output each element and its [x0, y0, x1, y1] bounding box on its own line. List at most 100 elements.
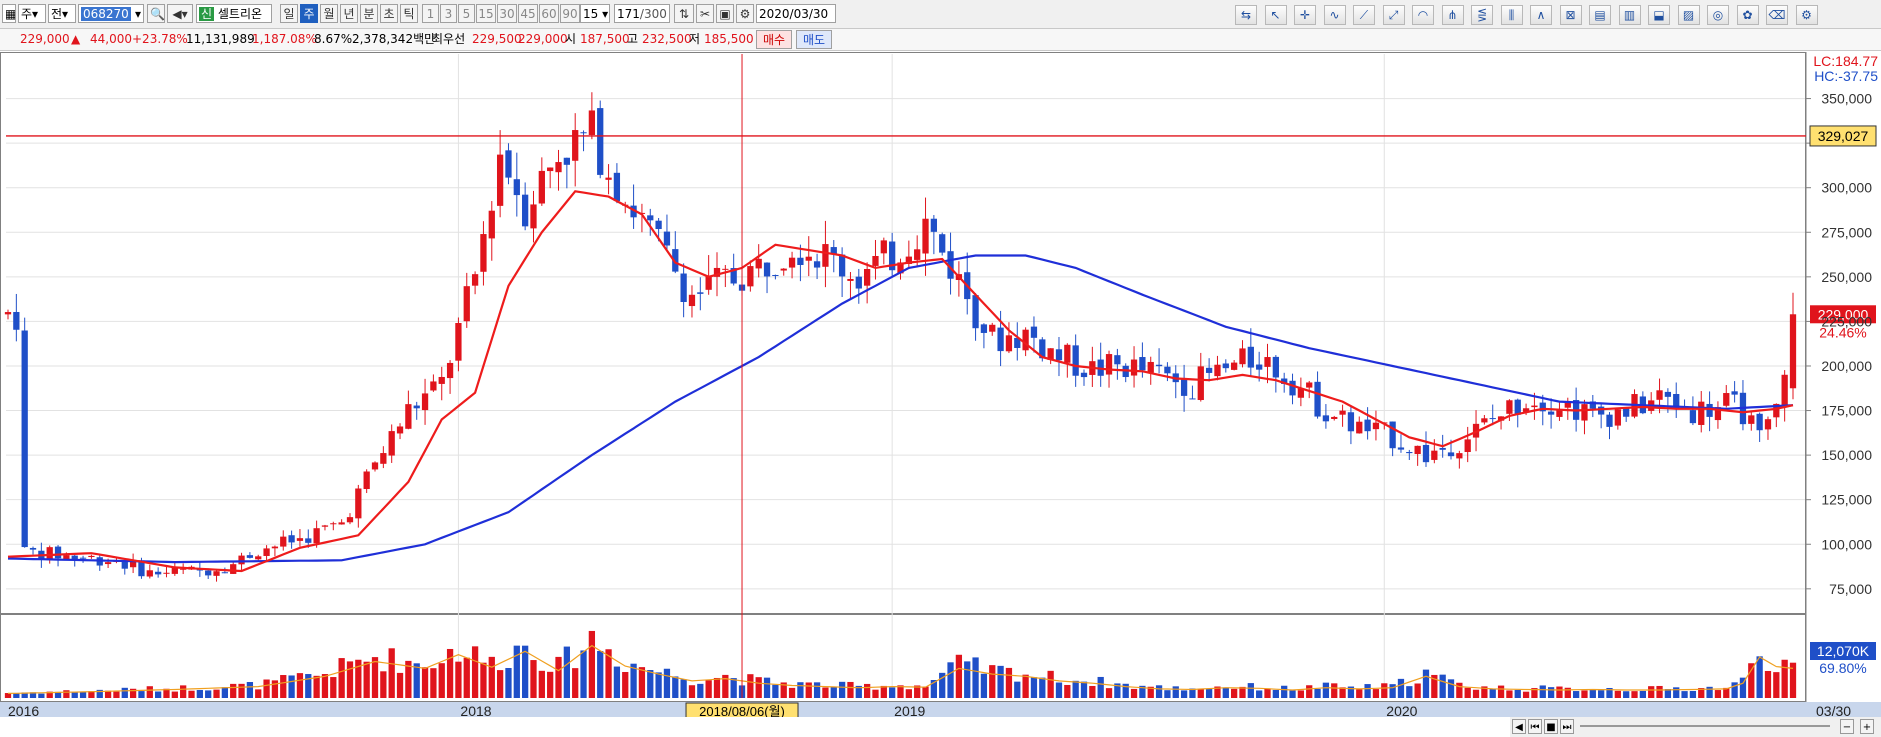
chart-type-icon[interactable]: ⇅ [674, 4, 694, 23]
open-label: 시 [565, 32, 577, 46]
scissors-icon[interactable]: ✂ [696, 4, 714, 23]
line-icon[interactable]: ∿ [1323, 5, 1346, 25]
scroll-left-icon[interactable]: ◀ [1512, 719, 1526, 734]
volume-bar [346, 661, 354, 698]
volume-tag [1810, 642, 1876, 660]
period-button-3[interactable]: 년 [340, 4, 358, 23]
period-button-1[interactable]: 주 [300, 4, 318, 23]
volume-bar [922, 686, 929, 698]
interval-button-1[interactable]: 1 [422, 4, 439, 23]
period-button-4[interactable]: 분 [360, 4, 378, 23]
vertical-lines-icon[interactable]: ⫼ [1500, 5, 1523, 25]
sell-button[interactable]: 매도 [796, 30, 832, 49]
candle-body [755, 258, 762, 269]
type-select[interactable]: 전▾ [48, 4, 76, 23]
volume-bar [1372, 689, 1380, 698]
volume-bar [1180, 690, 1188, 698]
interval-button-30[interactable]: 30 [497, 4, 517, 23]
volume-bar [1231, 688, 1238, 698]
interval-button-3[interactable]: 3 [440, 4, 457, 23]
circle-icon[interactable]: ◎ [1707, 5, 1729, 25]
fan-icon[interactable]: ⋔ [1441, 5, 1464, 25]
interval-select[interactable]: 15 ▾ [580, 4, 610, 23]
last-price-tag [1810, 305, 1876, 324]
price-pane-border [0, 52, 1806, 615]
stop-icon[interactable]: ■ [1544, 719, 1558, 734]
interval-button-15[interactable]: 15 [476, 4, 496, 23]
period-button-6[interactable]: 틱 [400, 4, 418, 23]
volume-bar [580, 650, 587, 698]
scroll-first-icon[interactable]: ⏮ [1528, 719, 1542, 734]
scroll-track[interactable] [1580, 725, 1830, 727]
volume-bar [1281, 685, 1288, 698]
candle-body [313, 528, 320, 544]
candle-body [288, 535, 295, 543]
candle-body [1748, 415, 1755, 424]
search-icon[interactable]: 🔍 [147, 4, 165, 23]
fill-icon[interactable]: ▨ [1677, 5, 1700, 25]
crosshair-icon[interactable]: ✛ [1294, 5, 1316, 25]
bid-price: 229,000 [518, 32, 568, 46]
period-button-2[interactable]: 월 [320, 4, 338, 23]
candle-body [980, 324, 988, 333]
candle-body [922, 218, 929, 254]
chart-toolbar: ▦ 주▾ 전▾ 068270 ▾ 🔍 ◀▾ 신 셀트리온 15 ▾ 171/30… [0, 0, 1881, 29]
volume-bar [380, 671, 387, 698]
market-select[interactable]: 주▾ [18, 4, 46, 23]
stock-name-field[interactable]: 신 셀트리온 [196, 4, 272, 23]
volume-bar [672, 676, 679, 698]
candle-body [1005, 335, 1013, 352]
palette-icon[interactable]: ✿ [1736, 5, 1759, 25]
y-tick-label: 100,000 [1821, 536, 1872, 552]
volume-bar [1773, 672, 1780, 698]
period-button-0[interactable]: 일 [280, 4, 298, 23]
market-select-label: 주 [21, 7, 33, 21]
zoom-in-icon[interactable]: + [1860, 719, 1874, 734]
candle-body [1272, 356, 1279, 378]
x-tick-label: 2019 [894, 703, 925, 717]
volume-bar [488, 656, 495, 698]
interval-button-90[interactable]: 90 [560, 4, 580, 23]
candle-body [889, 241, 896, 271]
volume-bar [171, 691, 178, 698]
grid-icon[interactable]: ⊠ [1559, 5, 1582, 25]
zoom-out-icon[interactable]: − [1840, 719, 1854, 734]
ray-icon[interactable]: ⤢ [1382, 5, 1405, 25]
period-button-5[interactable]: 초 [380, 4, 398, 23]
candle-body [1589, 401, 1596, 409]
fibonacci-icon[interactable]: ⋚ [1471, 5, 1493, 25]
triangle-icon[interactable]: ∧ [1530, 5, 1552, 25]
count-field[interactable]: 171/300 [614, 4, 670, 23]
volume-bar [263, 679, 270, 698]
marker-icon[interactable]: ⬓ [1648, 5, 1670, 25]
date-field[interactable]: 2020/03/30 ▦ [756, 4, 836, 23]
save-icon[interactable]: ▣ [716, 4, 734, 23]
channel-icon[interactable]: ▥ [1618, 5, 1641, 25]
scroll-last-icon[interactable]: ⏭ [1560, 719, 1574, 734]
gear-icon[interactable]: ⚙ [736, 4, 754, 23]
arc-icon[interactable]: ◠ [1412, 5, 1434, 25]
interval-button-5[interactable]: 5 [458, 4, 475, 23]
candle-body [630, 205, 637, 218]
settings-icon[interactable]: ⚙ [1795, 5, 1818, 25]
interval-button-45[interactable]: 45 [518, 4, 538, 23]
trend-line-icon[interactable]: ⟋ [1353, 5, 1375, 25]
volume-bar [413, 663, 420, 698]
speaker-icon[interactable]: ◀▾ [167, 4, 193, 23]
y-tick-label: 75,000 [1829, 581, 1872, 597]
cursor-icon[interactable]: ↖ [1264, 5, 1287, 25]
volume-bar [513, 645, 520, 698]
refresh-icon[interactable]: ⇆ [1235, 5, 1257, 25]
envelope-icon[interactable]: ▤ [1589, 5, 1611, 25]
buy-button[interactable]: 매수 [756, 30, 792, 49]
candle-body [1506, 400, 1513, 414]
eraser-icon[interactable]: ⌫ [1766, 5, 1788, 25]
menu-icon[interactable]: ▦ [2, 4, 16, 23]
volume-bars [4, 630, 1797, 698]
y-tick-label: 125,000 [1821, 492, 1872, 508]
code-input[interactable]: 068270 ▾ [78, 4, 144, 23]
candle-body [1656, 390, 1663, 400]
code-value: 068270 [81, 7, 131, 21]
interval-button-60[interactable]: 60 [539, 4, 559, 23]
